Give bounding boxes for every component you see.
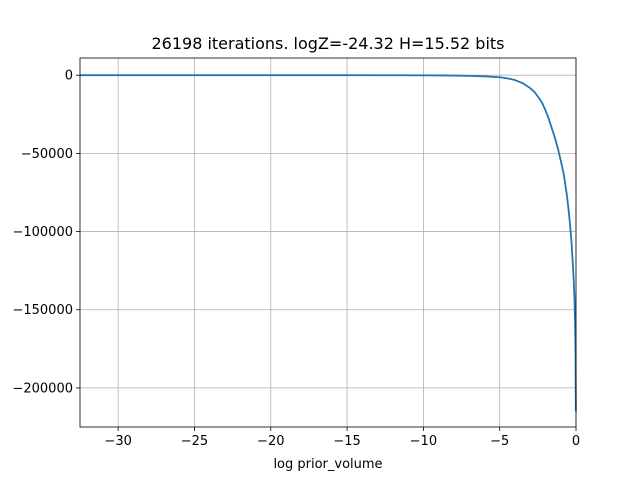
y-tick-label: −100000	[12, 225, 73, 240]
chart-title: 26198 iterations. logZ=-24.32 H=15.52 bi…	[151, 34, 504, 53]
grid-layer	[80, 58, 577, 427]
x-tick-label: −25	[181, 434, 208, 449]
series-line	[80, 74, 577, 412]
ticks-layer: −30 −25 −20 −15 −10 −5 0 0 −50000 −100000 −150000 −…	[12, 69, 580, 449]
x-tick-label: −30	[104, 434, 131, 449]
x-axis-label: log prior_volume	[273, 457, 382, 472]
x-tick-label: −10	[410, 434, 437, 449]
x-tick-label: 0	[572, 434, 580, 449]
x-tick-label: −20	[257, 434, 284, 449]
y-tick-label: −50000	[21, 147, 73, 162]
y-tick-label: 0	[65, 69, 73, 84]
x-tick-label: −15	[333, 434, 360, 449]
plot-frame	[79, 57, 577, 428]
y-tick-label: −200000	[12, 381, 73, 396]
x-tick-label: −5	[490, 434, 509, 449]
series-layer	[80, 74, 577, 412]
y-tick-label: −150000	[12, 303, 73, 318]
